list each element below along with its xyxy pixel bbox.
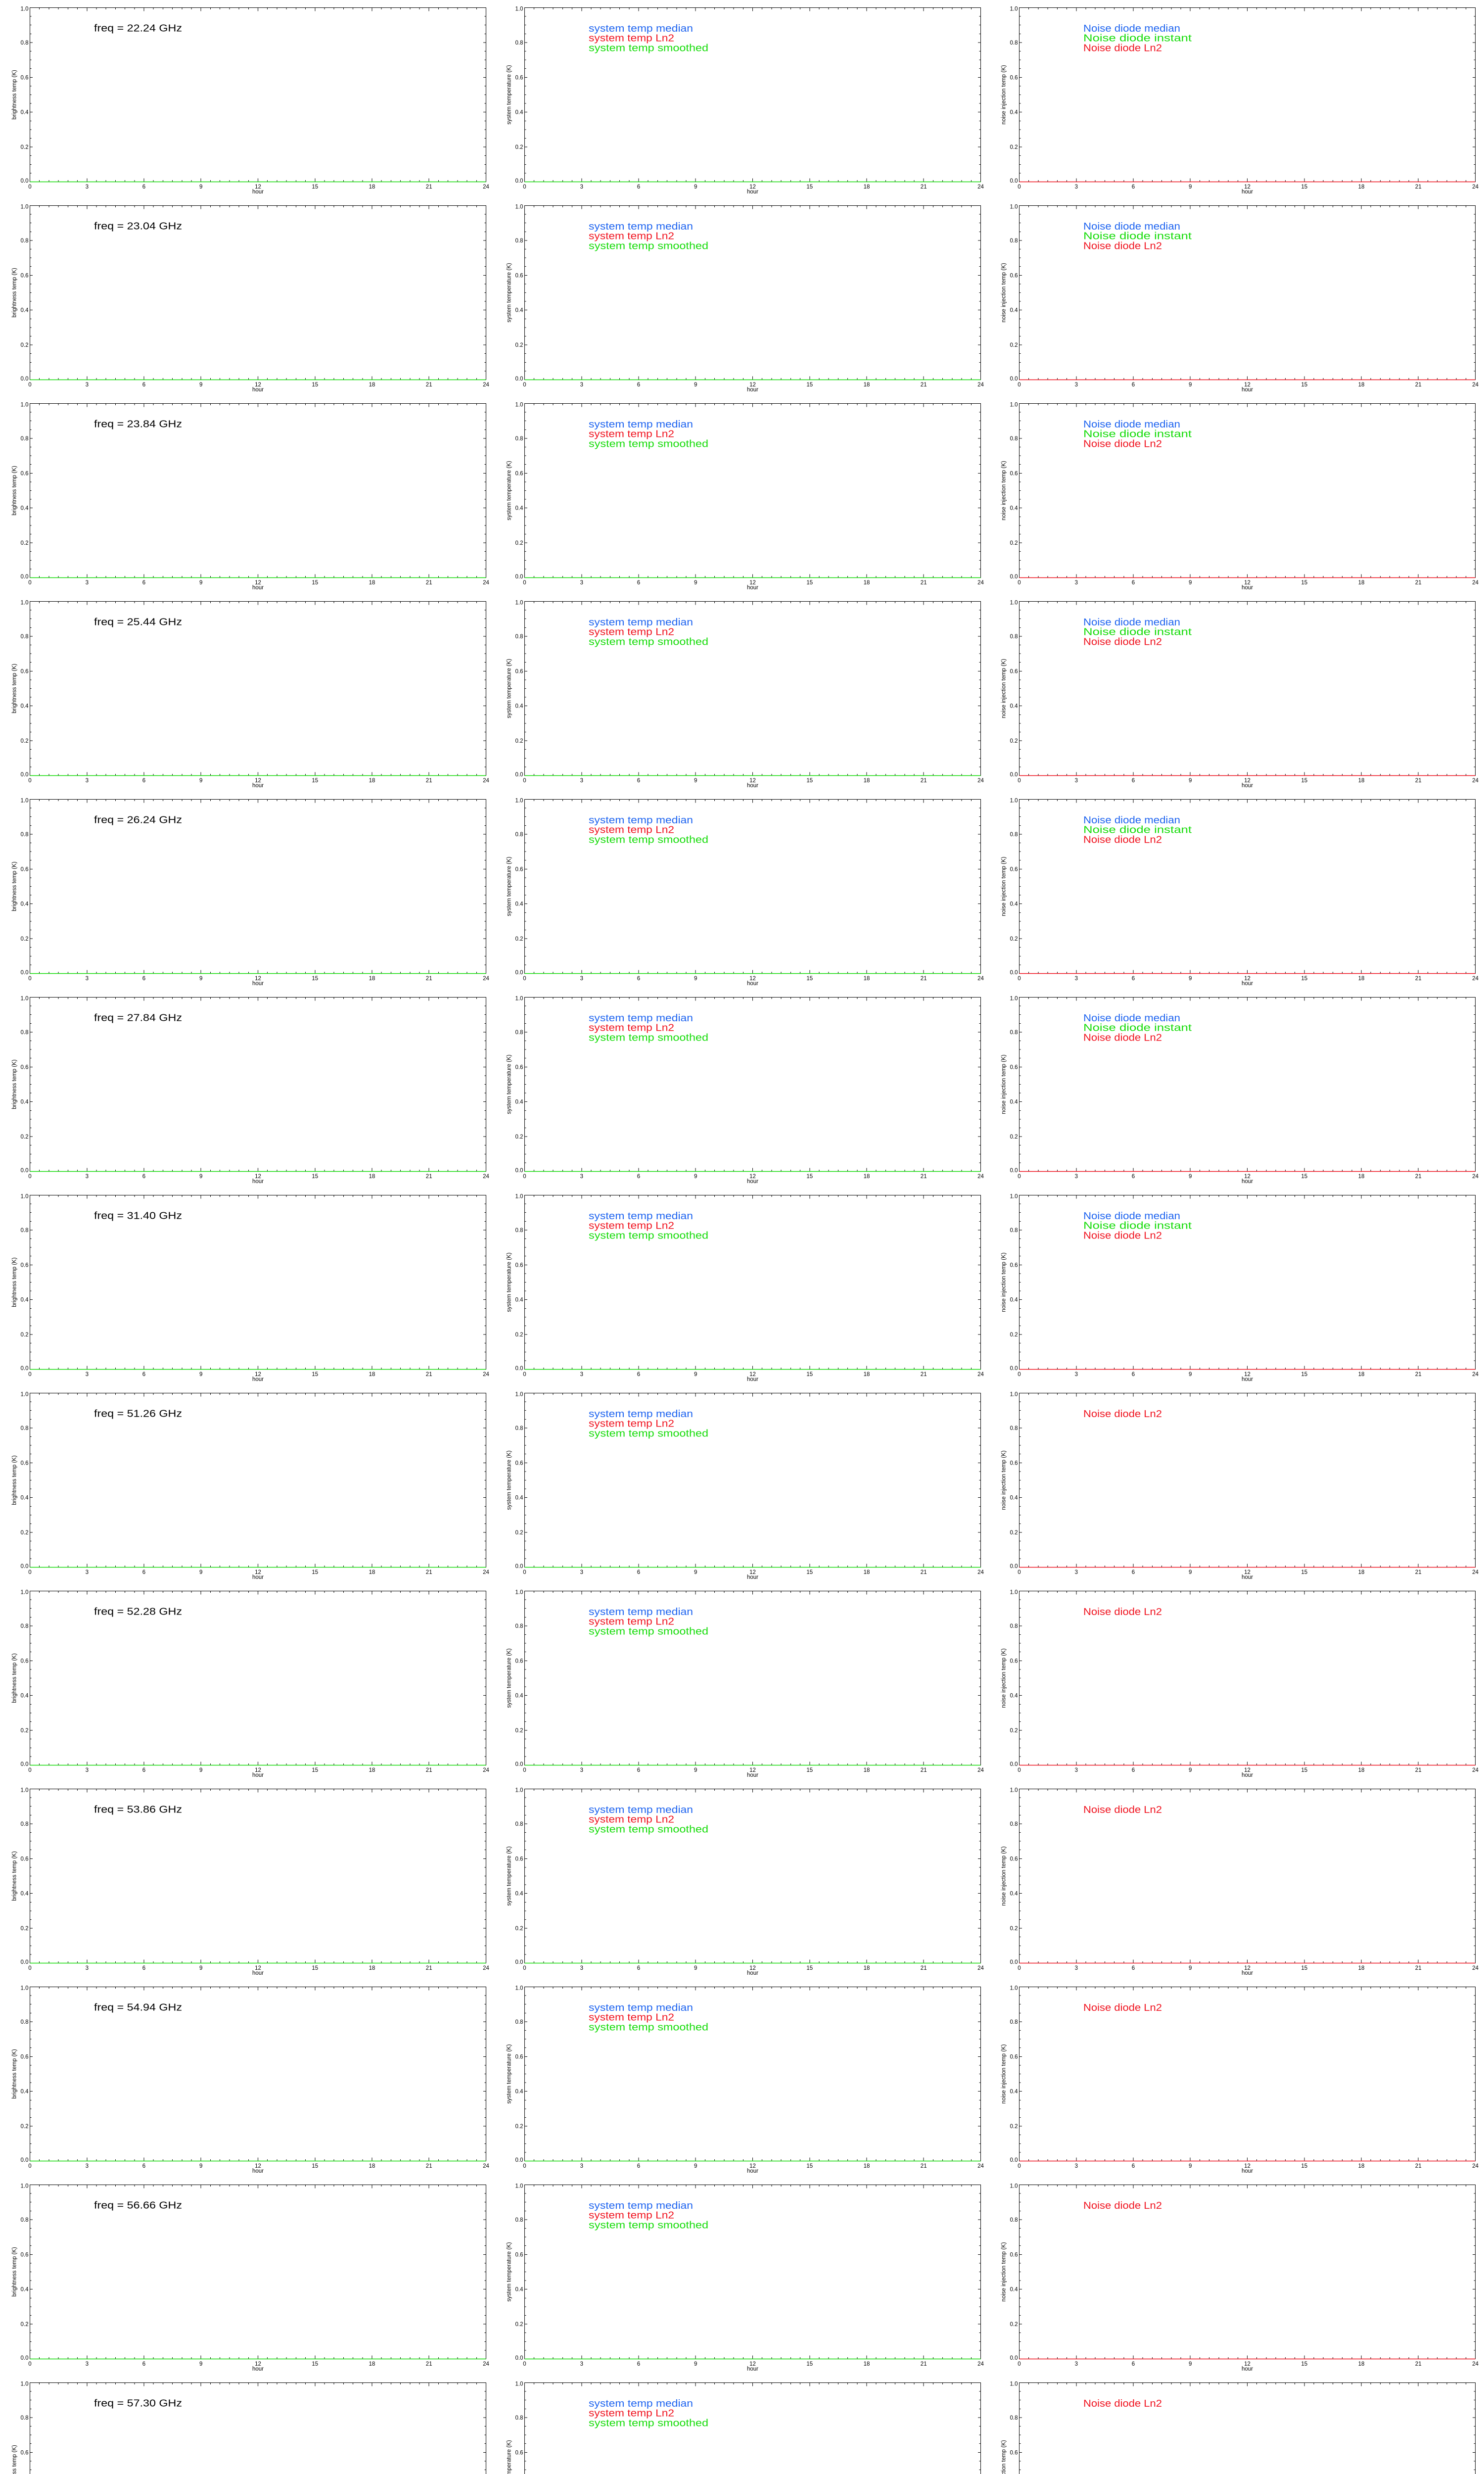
- svg-text:freq = 27.84 GHz: freq = 27.84 GHz: [94, 1013, 182, 1024]
- svg-text:freq = 25.44 GHz: freq = 25.44 GHz: [94, 617, 182, 628]
- svg-text:freq = 53.86 GHz: freq = 53.86 GHz: [94, 1805, 182, 1815]
- svg-text:freq = 51.26 GHz: freq = 51.26 GHz: [94, 1409, 182, 1420]
- svg-text:freq = 57.30 GHz: freq = 57.30 GHz: [94, 2398, 182, 2409]
- svg-text:freq = 56.66 GHz: freq = 56.66 GHz: [94, 2200, 182, 2211]
- svg-text:freq = 23.04 GHz: freq = 23.04 GHz: [94, 221, 182, 232]
- svg-text:freq = 54.94 GHz: freq = 54.94 GHz: [94, 2002, 182, 2013]
- svg-text:freq = 23.84 GHz: freq = 23.84 GHz: [94, 419, 182, 430]
- svg-text:freq = 22.24 GHz: freq = 22.24 GHz: [94, 23, 182, 34]
- svg-text:freq = 26.24 GHz: freq = 26.24 GHz: [94, 815, 182, 826]
- svg-text:freq = 52.28 GHz: freq = 52.28 GHz: [94, 1607, 182, 1618]
- svg-text:freq = 31.40 GHz: freq = 31.40 GHz: [94, 1211, 182, 1222]
